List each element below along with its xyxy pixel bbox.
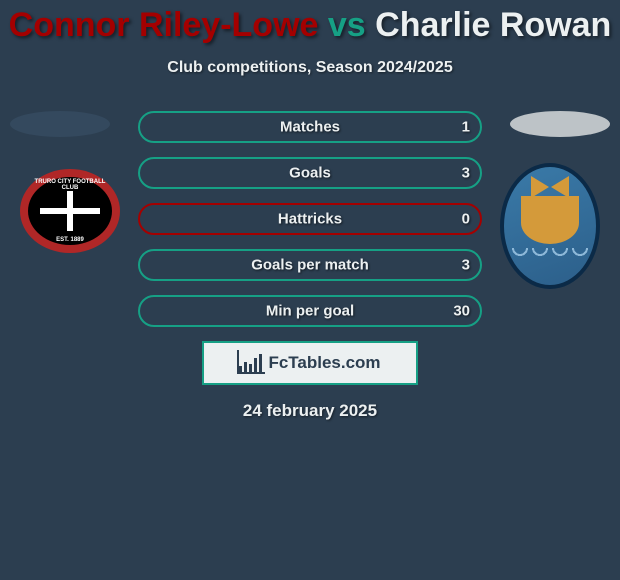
player2-portrait-placeholder	[510, 111, 610, 137]
source-logo[interactable]: FcTables.com	[202, 341, 418, 385]
club-badge-right	[500, 163, 600, 289]
club-left-name: TRURO CITY FOOTBALL CLUB	[28, 179, 112, 191]
stat-label: Hattricks	[278, 211, 342, 228]
comparison-panel: TRURO CITY FOOTBALL CLUB EST. 1889 Match…	[0, 111, 620, 421]
club-badge-left: TRURO CITY FOOTBALL CLUB EST. 1889	[20, 169, 120, 253]
stat-bars: Matches 1 Goals 3 Hattricks 0 Goals per …	[138, 111, 482, 327]
stat-row-gpm: Goals per match 3	[138, 249, 482, 281]
stat-value-right: 0	[462, 211, 470, 228]
logo-chart-icon	[239, 354, 262, 372]
stat-row-mpg: Min per goal 30	[138, 295, 482, 327]
subtitle: Club competitions, Season 2024/2025	[0, 59, 620, 77]
vs-separator: vs	[328, 6, 366, 44]
stat-row-hattricks: Hattricks 0	[138, 203, 482, 235]
stat-label: Goals	[289, 165, 331, 182]
snapshot-date: 24 february 2025	[0, 401, 620, 421]
stat-label: Matches	[280, 119, 340, 136]
stat-value-right: 3	[462, 165, 470, 182]
player1-portrait-placeholder	[10, 111, 110, 137]
club-right-ship-icon	[521, 196, 579, 244]
club-left-cross-icon	[40, 191, 100, 231]
stat-label: Goals per match	[251, 257, 369, 274]
stat-row-matches: Matches 1	[138, 111, 482, 143]
player2-name: Charlie Rowan	[375, 6, 611, 44]
player1-name: Connor Riley-Lowe	[9, 6, 319, 44]
stat-row-goals: Goals 3	[138, 157, 482, 189]
stat-value-right: 1	[462, 119, 470, 136]
stat-value-right: 3	[462, 257, 470, 274]
stat-value-right: 30	[453, 303, 470, 320]
logo-text: FcTables.com	[268, 353, 380, 373]
stat-label: Min per goal	[266, 303, 354, 320]
page-title: Connor Riley-Lowe vs Charlie Rowan	[0, 0, 620, 45]
club-left-est: EST. 1889	[28, 237, 112, 243]
club-right-waves-icon	[510, 248, 590, 262]
